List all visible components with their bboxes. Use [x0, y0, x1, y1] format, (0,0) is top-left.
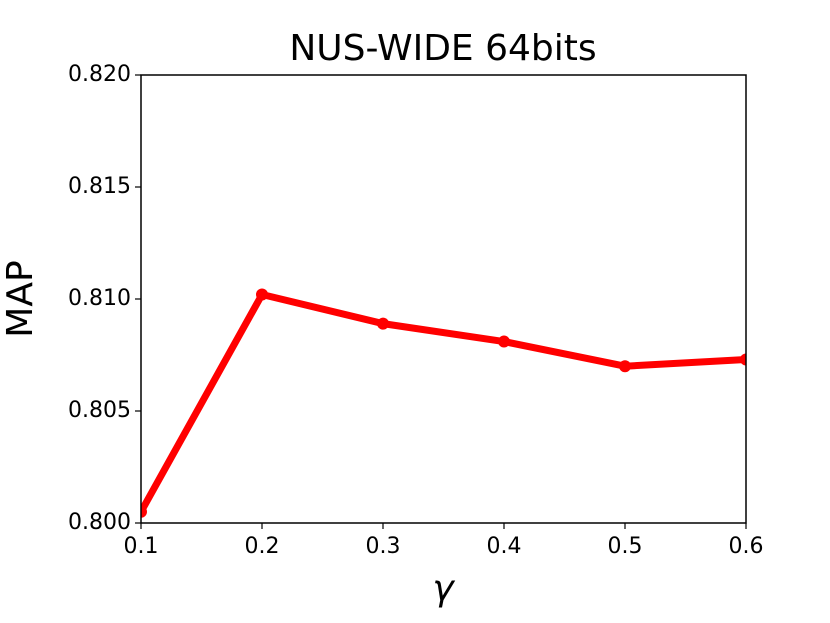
y-tick-label: 0.810: [68, 286, 131, 311]
x-tick-label: 0.3: [366, 534, 401, 559]
x-axis-label: γ: [432, 568, 455, 609]
data-point: [256, 288, 268, 301]
y-axis-label: MAP: [0, 260, 41, 337]
data-point: [740, 353, 746, 366]
x-tick-label: 0.6: [729, 534, 764, 559]
y-tick-label: 0.820: [68, 62, 131, 87]
axes-frame: [140, 74, 747, 524]
data-point: [141, 505, 147, 518]
x-tick-label: 0.1: [124, 534, 159, 559]
data-point: [619, 360, 631, 373]
data-line: [141, 291, 746, 514]
x-tick-label: 0.4: [487, 534, 522, 559]
chart-title: NUS-WIDE 64bits: [289, 28, 596, 69]
plot-area: [141, 288, 746, 518]
x-tick-label: 0.2: [245, 534, 280, 559]
y-tick-label: 0.800: [68, 510, 131, 535]
y-tick-label: 0.815: [68, 174, 131, 199]
data-point: [377, 317, 389, 330]
y-tick-label: 0.805: [68, 398, 131, 423]
x-tick-label: 0.5: [608, 534, 643, 559]
data-point: [498, 335, 510, 348]
